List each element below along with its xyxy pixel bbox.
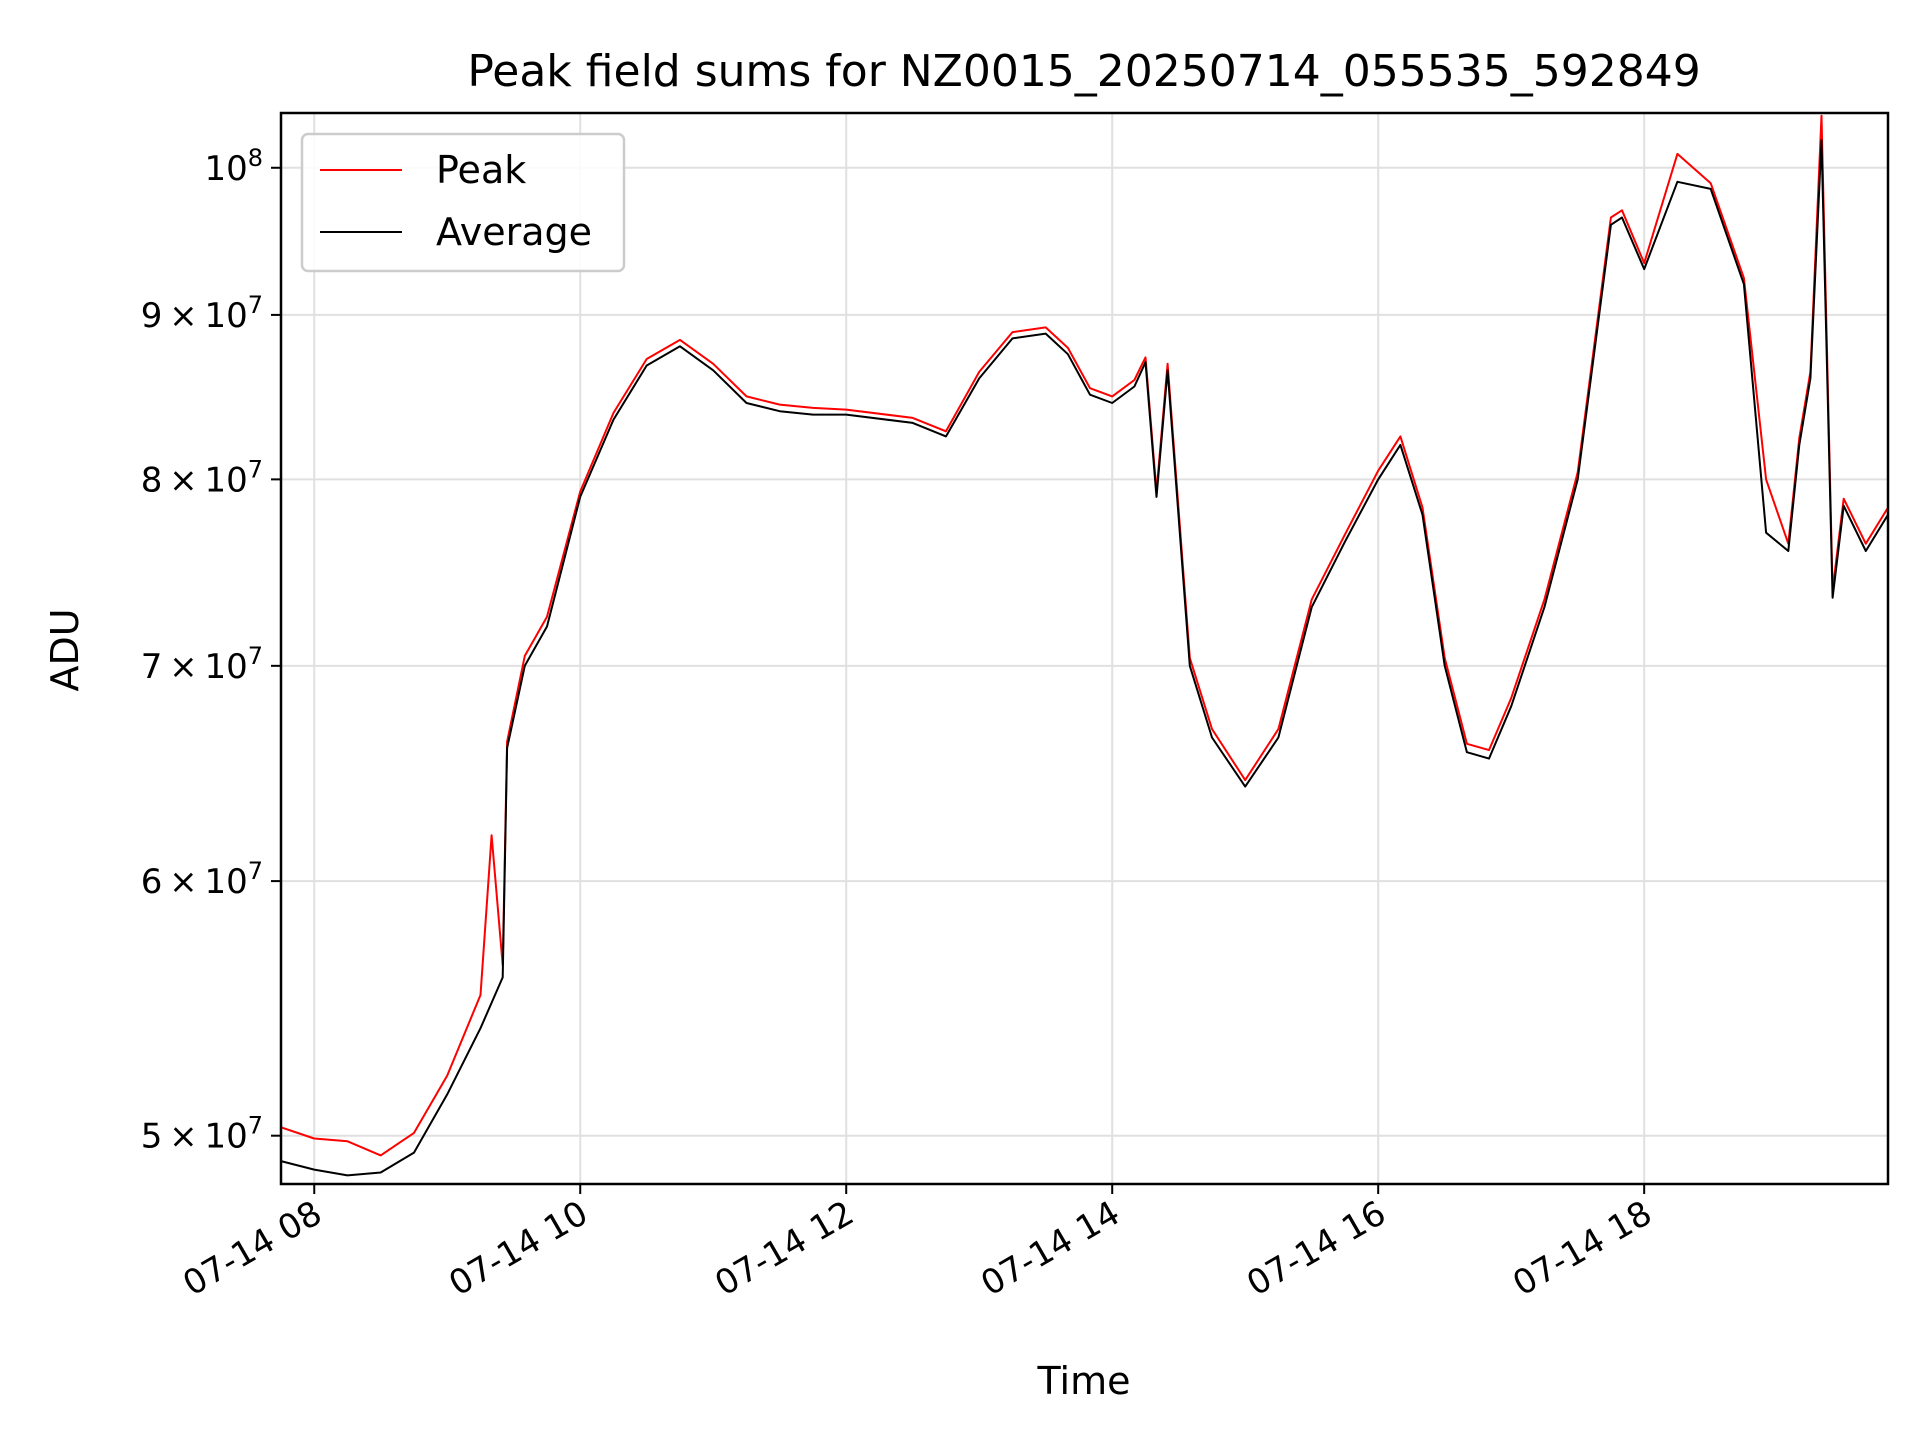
series-line-average	[280, 139, 1889, 1177]
chart-title: Peak field sums for NZ0015_20250714_0555…	[467, 46, 1700, 97]
y-tick-label: 5 × 107	[141, 1112, 263, 1157]
x-axis-title: Time	[1037, 1359, 1131, 1403]
grid	[281, 113, 1888, 1184]
y-axis-title: ADU	[43, 608, 87, 691]
y-tick-label: 7 × 107	[141, 642, 263, 687]
legend: Peak Average	[300, 132, 626, 273]
y-tick-label: 6 × 107	[141, 857, 263, 902]
series-area	[280, 114, 1889, 1177]
plot-frame	[279, 111, 1890, 1186]
legend-label-average: Average	[436, 210, 592, 254]
legend-label-peak: Peak	[436, 148, 526, 192]
y-tick-label: 9 × 107	[141, 291, 263, 336]
legend-box	[300, 132, 626, 273]
y-tick-label: 108	[204, 144, 263, 189]
y-axis: 5 × 107 6 × 107 7 × 107 8 × 107 9 × 107 108	[141, 144, 281, 1157]
y-tick-label: 8 × 107	[141, 455, 263, 500]
